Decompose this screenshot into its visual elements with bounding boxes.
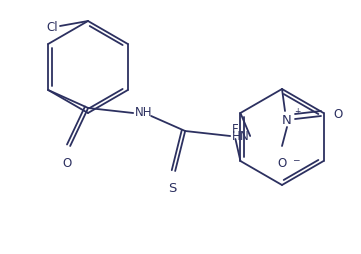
Text: H: H xyxy=(232,129,241,142)
Text: O: O xyxy=(333,108,342,121)
Text: NH: NH xyxy=(135,106,153,119)
Text: +: + xyxy=(294,107,300,116)
Text: S: S xyxy=(168,181,177,194)
Text: N: N xyxy=(282,113,292,126)
Text: −: − xyxy=(292,154,300,163)
Text: N: N xyxy=(240,129,249,142)
Text: O: O xyxy=(277,156,287,169)
Text: O: O xyxy=(62,156,72,169)
Text: Cl: Cl xyxy=(46,20,58,33)
Text: F: F xyxy=(232,122,239,135)
